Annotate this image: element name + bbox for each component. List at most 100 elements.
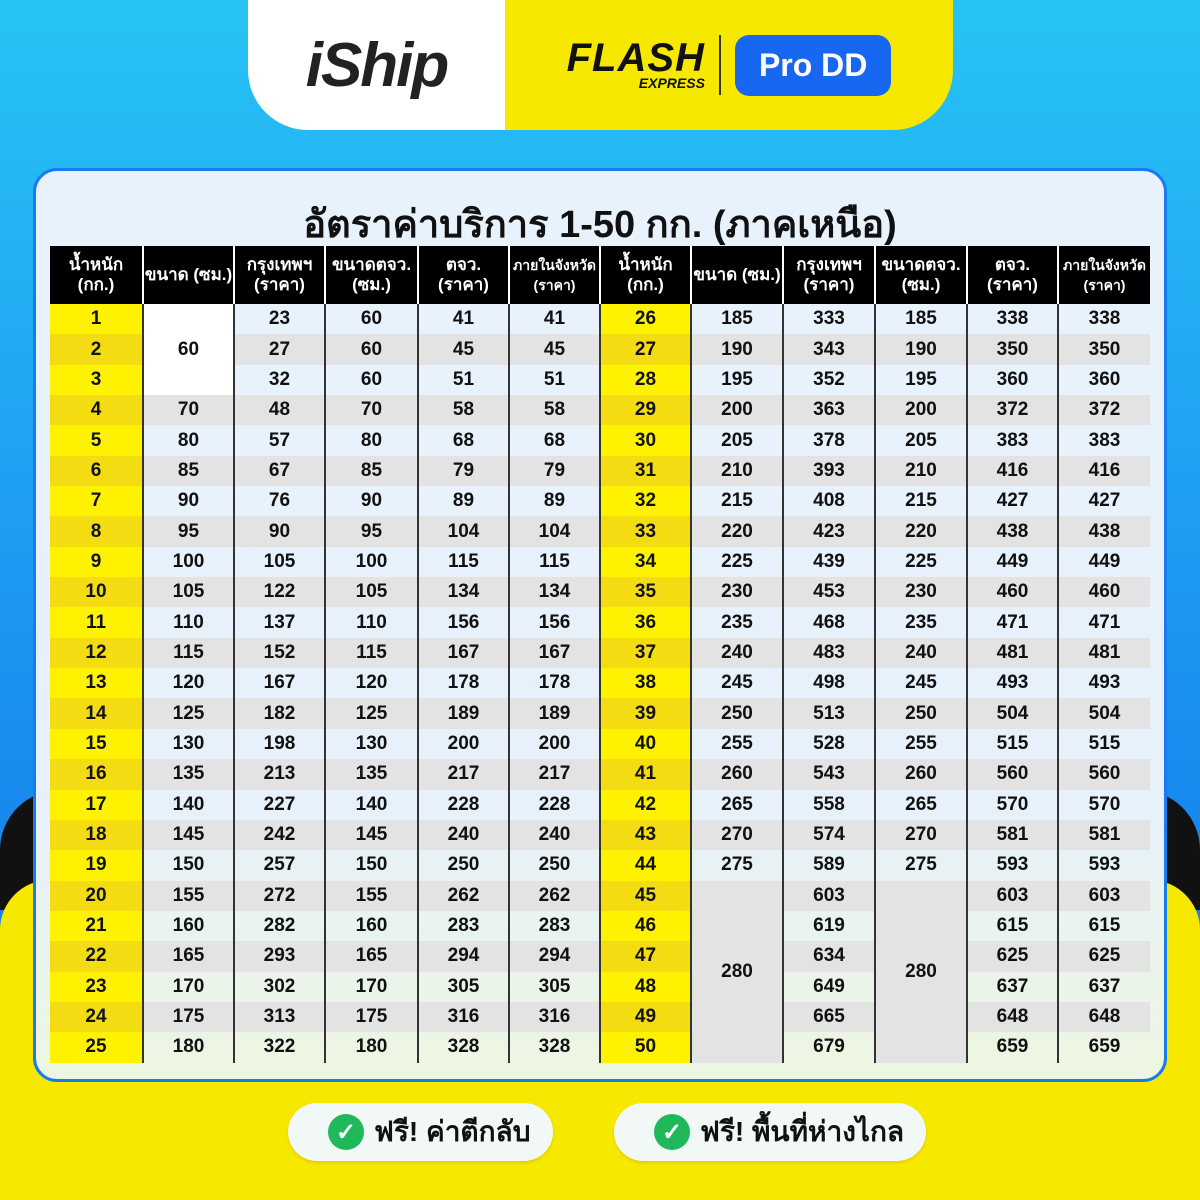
table-row: 19 150 257 150 250 250 44 275 589 275 593 593: [50, 850, 1150, 881]
value-cell: 145: [324, 819, 418, 851]
weight-cell: 21: [50, 910, 143, 942]
table-row: 1 60 23 60 41 41 26 185 333 185 338 338: [50, 304, 1150, 396]
weight-cell: 22: [50, 941, 143, 972]
value-cell: 648: [1057, 1001, 1150, 1033]
divider: [718, 35, 721, 95]
weight-cell: 41: [599, 759, 691, 790]
value-cell: 504: [966, 698, 1058, 729]
column-header: ขนาดตจว. (ซม.): [324, 246, 418, 304]
value-cell: 85: [142, 455, 234, 487]
value-cell: 245: [874, 668, 967, 699]
column-header: ขนาดตจว. (ซม.): [874, 246, 967, 304]
value-cell: 615: [966, 910, 1058, 942]
value-cell: 200: [874, 395, 967, 426]
value-cell: 481: [1057, 637, 1150, 669]
value-cell: 70: [324, 395, 418, 426]
value-cell: 240: [508, 819, 600, 851]
weight-cell: 37: [599, 637, 691, 669]
weight-cell: 12: [50, 637, 143, 669]
table-row: 23 170 302 170 305 305 48 649 637 637: [50, 971, 1150, 1002]
value-cell: 60: [324, 304, 418, 335]
value-cell: 155: [142, 880, 234, 911]
value-cell: 167: [508, 637, 600, 669]
value-cell: 150: [324, 850, 418, 881]
value-cell: 23: [233, 304, 325, 335]
value-cell: 634: [782, 941, 875, 972]
table-row: 5 80 57 80 68 68 30 205 378 205 383 383: [50, 425, 1150, 456]
table-row: 4 70 48 70 58 58 29 200 363 200 372 372: [50, 395, 1150, 426]
weight-cell: 39: [599, 698, 691, 729]
pro-dd-badge: Pro DD: [734, 34, 892, 96]
value-cell: 313: [233, 1001, 325, 1033]
value-cell: 305: [417, 971, 509, 1002]
value-cell: 90: [233, 516, 325, 547]
value-cell: 104: [508, 516, 600, 547]
value-cell: 302: [233, 971, 325, 1002]
value-cell: 32: [233, 364, 325, 396]
value-cell: 438: [1057, 516, 1150, 547]
value-cell: 679: [782, 1032, 875, 1063]
value-cell: 125: [142, 698, 234, 729]
value-cell: 170: [142, 971, 234, 1002]
value-cell: 68: [417, 425, 509, 456]
value-cell: 115: [417, 546, 509, 578]
table-row: 7 90 76 90 89 89 32 215 408 215 427 427: [50, 486, 1150, 517]
value-cell: 350: [966, 334, 1058, 365]
value-cell: 416: [1057, 455, 1150, 487]
value-cell: 41: [508, 304, 600, 335]
value-cell: 120: [142, 668, 234, 699]
column-header: ขนาด (ซม.): [142, 246, 234, 304]
value-cell: 316: [508, 1001, 600, 1033]
value-cell: 195: [690, 364, 783, 396]
weight-cell: 1: [50, 304, 143, 335]
value-cell: 453: [782, 577, 875, 608]
weight-cell: 15: [50, 728, 143, 760]
value-cell: 560: [966, 759, 1058, 790]
value-cell: 262: [417, 880, 509, 911]
table-row: 2 27 60 45 45 27 190 343 190 350 350: [50, 334, 1150, 365]
value-cell: 282: [233, 910, 325, 942]
value-cell: 265: [874, 789, 967, 820]
weight-cell: 36: [599, 607, 691, 638]
value-cell: 79: [508, 455, 600, 487]
value-cell: 260: [874, 759, 967, 790]
value-cell: 60: [142, 304, 234, 396]
value-cell: 272: [233, 880, 325, 911]
value-cell: 378: [782, 425, 875, 456]
value-cell: 95: [324, 516, 418, 547]
value-cell: 152: [233, 637, 325, 669]
value-cell: 483: [782, 637, 875, 669]
value-cell: 130: [142, 728, 234, 760]
weight-cell: 42: [599, 789, 691, 820]
weight-cell: 44: [599, 850, 691, 881]
value-cell: 140: [324, 789, 418, 820]
value-cell: 85: [324, 455, 418, 487]
value-cell: 58: [508, 395, 600, 426]
weight-cell: 25: [50, 1032, 143, 1063]
value-cell: 160: [142, 910, 234, 942]
value-cell: 178: [417, 668, 509, 699]
value-cell: 481: [966, 637, 1058, 669]
table-row: 17 140 227 140 228 228 42 265 558 265 570 570: [50, 789, 1150, 820]
value-cell: 51: [417, 364, 509, 396]
weight-cell: 45: [599, 880, 691, 911]
value-cell: 225: [874, 546, 967, 578]
weight-cell: 33: [599, 516, 691, 547]
weight-cell: 10: [50, 577, 143, 608]
value-cell: 637: [1057, 971, 1150, 1002]
value-cell: 105: [142, 577, 234, 608]
value-cell: 280: [874, 880, 967, 1063]
value-cell: 110: [142, 607, 234, 638]
value-cell: 115: [508, 546, 600, 578]
weight-cell: 9: [50, 546, 143, 578]
value-cell: 515: [1057, 728, 1150, 760]
value-cell: 225: [690, 546, 783, 578]
weight-cell: 46: [599, 910, 691, 942]
rate-card: อัตราค่าบริการ 1-50 กก. (ภาคเหนือ) น้ำหน…: [33, 168, 1167, 1082]
table-row: 11 110 137 110 156 156 36 235 468 235 471 471: [50, 607, 1150, 638]
flash-express-logo: FLASH EXPRESS: [566, 36, 705, 91]
value-cell: 363: [782, 395, 875, 426]
value-cell: 135: [324, 759, 418, 790]
weight-cell: 24: [50, 1001, 143, 1033]
value-cell: 240: [690, 637, 783, 669]
